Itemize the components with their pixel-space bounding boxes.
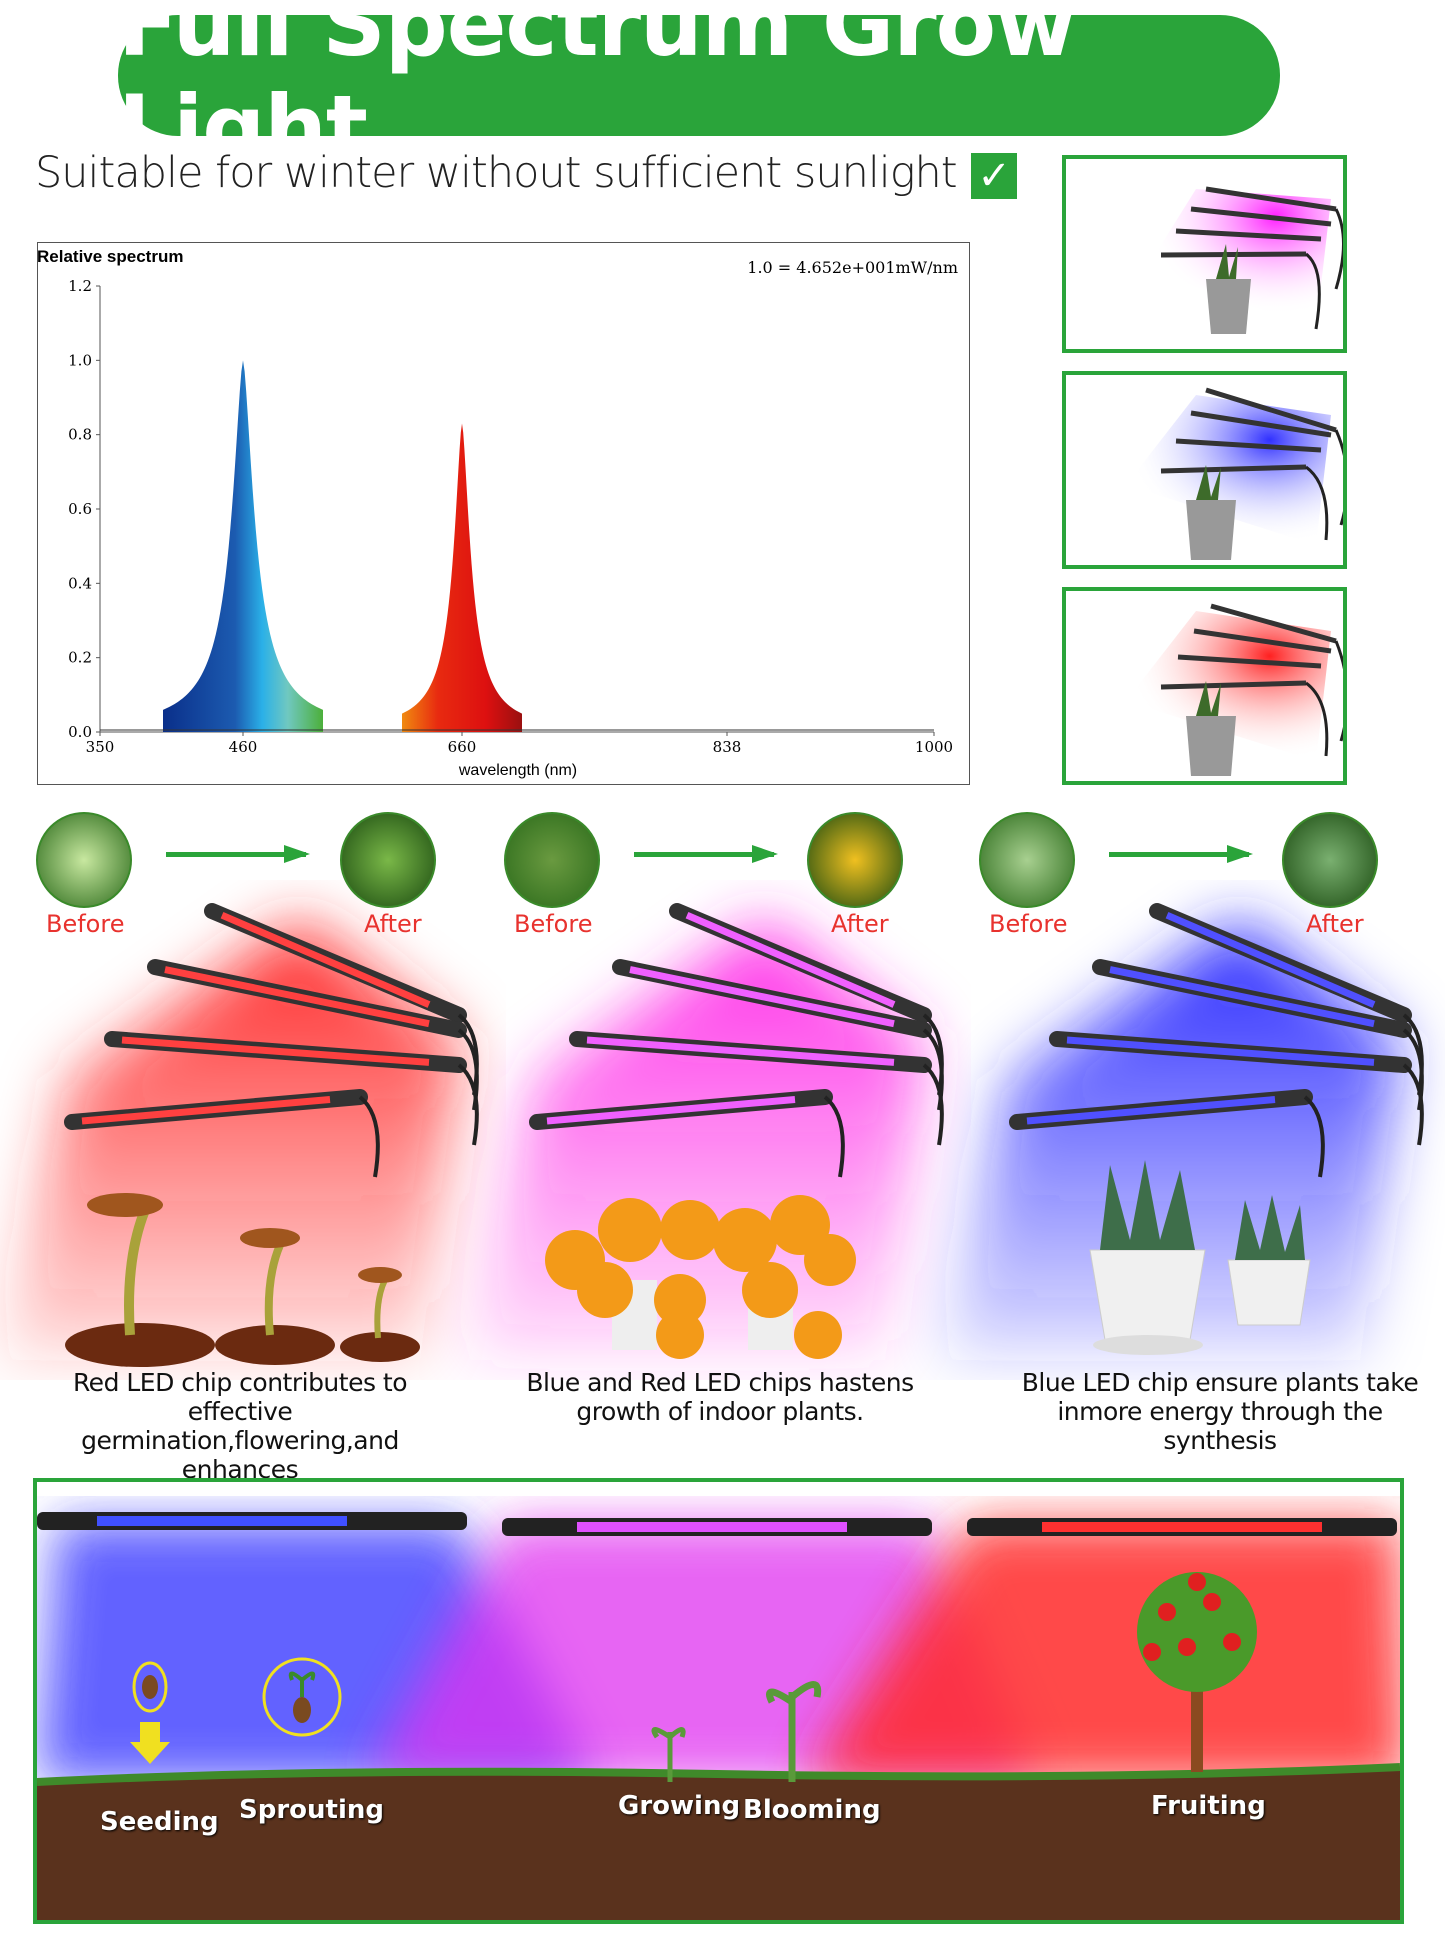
arrow-right-icon (166, 845, 310, 863)
y-tick-label: 1.2 (68, 277, 92, 295)
before-label: Before (989, 910, 1068, 938)
stage-growing: Growing (618, 1791, 741, 1821)
down-arrow-icon (130, 1722, 170, 1764)
chart-title: Relative spectrum (38, 247, 183, 266)
succulent-pots (1089, 1160, 1311, 1355)
chart-annotation: 1.0 = 4.652e+001mW/nm (747, 258, 958, 277)
y-tick-label: 0.4 (68, 574, 92, 592)
before-photo (979, 812, 1075, 908)
sunflower-pots (545, 1195, 856, 1359)
page-title: Full Spectrum Grow Light (118, 0, 1280, 179)
spectrum-chart-svg: Relative spectrum 1.0 = 4.652e+001mW/nm … (38, 247, 958, 779)
lamp-bar (104, 1031, 479, 1146)
checkmark-icon: ✓ (970, 152, 1017, 199)
mode-panel-pink (1062, 155, 1347, 353)
subtitle-text: Suitable for winter without sufficient s… (35, 148, 958, 198)
y-tick-label: 1.0 (68, 351, 92, 369)
before-label: Before (514, 910, 593, 938)
before-photo (36, 812, 132, 908)
after-photo (1282, 812, 1378, 908)
stage-blooming: Blooming (743, 1795, 881, 1825)
sprout-plants (65, 1193, 420, 1367)
stage-fruiting: Fruiting (1151, 1791, 1266, 1821)
lamp-bars (37, 1512, 1397, 1536)
y-tick-label: 0.2 (68, 649, 92, 667)
x-tick-label: 660 (448, 738, 477, 756)
lamp-bar (1009, 1089, 1325, 1178)
x-tick-label: 460 (229, 738, 258, 756)
caption-line: Blue and Red LED chips hastens (526, 1368, 914, 1397)
caption-line: germination,flowering,and enhances (81, 1426, 399, 1484)
y-tick-label: 0.8 (68, 426, 92, 444)
caption-line: Blue LED chip ensure plants take (1021, 1368, 1419, 1397)
caption-line: inmore energy through the synthesis (1057, 1397, 1383, 1455)
sprout-highlight (262, 1657, 342, 1737)
stage-seeding: Seeding (100, 1807, 219, 1837)
mode-panel-blue (1062, 371, 1347, 569)
before-label: Before (46, 910, 125, 938)
after-label: After (831, 910, 889, 938)
fruit-tree (1137, 1572, 1257, 1772)
caption-red: Red LED chip contributes to effective ger… (20, 1368, 460, 1484)
pink-mode-illustration (1146, 186, 1343, 334)
red-peak (402, 423, 522, 732)
x-tick-label: 838 (713, 738, 742, 756)
arrow-right-icon (1109, 845, 1253, 863)
caption-pink: Blue and Red LED chips hastens growth of … (500, 1368, 940, 1426)
after-photo (340, 812, 436, 908)
after-photo (807, 812, 903, 908)
caption-line: growth of indoor plants. (576, 1397, 864, 1426)
lamp-bar (529, 1089, 845, 1178)
red-light-beam (0, 920, 460, 1360)
spectrum-chart: Relative spectrum 1.0 = 4.652e+001mW/nm … (37, 242, 970, 785)
subtitle: Suitable for winter without sufficient s… (35, 148, 1017, 199)
growth-stages-panel (33, 1478, 1404, 1924)
x-tick-label: 350 (86, 738, 115, 756)
caption-blue: Blue LED chip ensure plants take inmore e… (1000, 1368, 1440, 1455)
x-axis-label: wavelength (nm) (458, 762, 577, 779)
growth-stages-illustration (37, 1512, 1400, 1920)
lamp-bar (1049, 1031, 1424, 1146)
blue-mode-illustration (1126, 387, 1343, 560)
caption-line: Red LED chip contributes to effective (72, 1368, 408, 1426)
after-label: After (364, 910, 422, 938)
before-photo (504, 812, 600, 908)
red-mode-illustration (1126, 603, 1343, 776)
after-label: After (1306, 910, 1364, 938)
y-tick-label: 0.0 (68, 723, 92, 741)
lamp-bar (569, 1031, 944, 1146)
lamp-scenes (0, 903, 1424, 1367)
lamp-bar (64, 1089, 380, 1178)
y-tick-label: 0.6 (68, 500, 92, 518)
mode-panel-red (1062, 587, 1347, 785)
blue-peak (163, 360, 323, 732)
seed-highlight (132, 1661, 168, 1713)
blue-light-beam (940, 920, 1400, 1360)
arrow-right-icon (634, 845, 778, 863)
stage-sprouting: Sprouting (239, 1795, 384, 1825)
x-tick-label: 1000 (915, 738, 953, 756)
